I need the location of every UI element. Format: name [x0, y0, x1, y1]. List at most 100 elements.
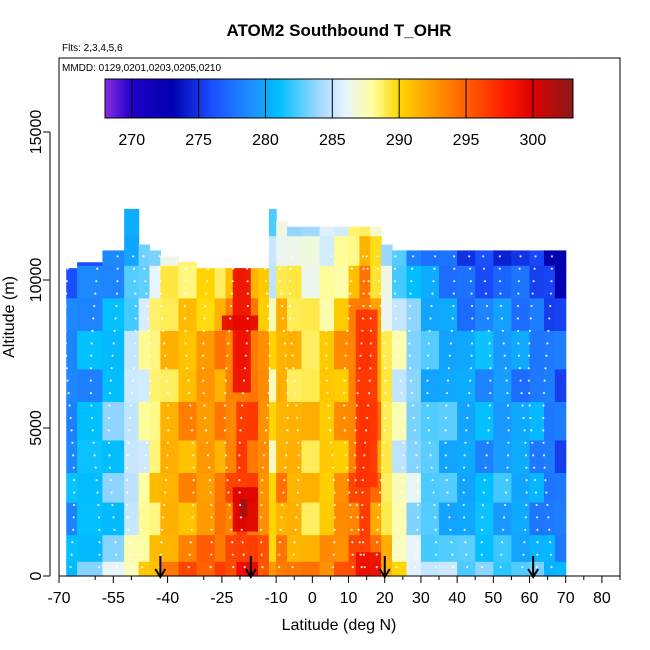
x-tick-label: 60	[521, 590, 539, 607]
heatmap-cell	[196, 502, 216, 536]
flight-track	[158, 255, 170, 569]
heatmap-cell	[457, 368, 476, 402]
heatmap-cell	[102, 439, 125, 473]
heatmap-cell	[66, 472, 78, 503]
x-tick-label: 70	[557, 590, 575, 607]
heatmap-cell	[225, 297, 237, 331]
heatmap-cell	[276, 368, 288, 402]
heatmap-cell	[529, 502, 545, 536]
heatmap-cell	[529, 297, 545, 331]
x-tick-label: -40	[156, 590, 179, 607]
heatmap-cell	[529, 250, 545, 266]
y-tick-label: 15000	[28, 110, 45, 155]
heatmap-cell	[196, 268, 216, 299]
heatmap-cell	[124, 502, 140, 536]
heatmap-cell	[319, 401, 335, 441]
flight-tracks	[64, 255, 554, 569]
heatmap-cell	[301, 265, 321, 299]
heatmap-cell	[529, 330, 545, 370]
heatmap-cell	[381, 534, 393, 562]
heatmap-cell	[160, 561, 180, 577]
heatmap-cell	[554, 401, 567, 441]
x-tick-label: 20	[376, 590, 394, 607]
heatmap-cell	[77, 561, 104, 577]
heatmap-cell	[511, 368, 531, 402]
heatmap-cell	[138, 330, 151, 370]
heatmap-cell	[178, 472, 198, 503]
heatmap-cell	[543, 368, 556, 402]
heatmap-cell	[493, 401, 513, 441]
heatmap-cell	[381, 244, 393, 266]
x-tick-label: 10	[340, 590, 358, 607]
heatmap-cell	[334, 368, 350, 402]
heatmap-cell	[160, 265, 180, 299]
heatmap-cell	[457, 265, 476, 299]
heatmap-cell	[406, 472, 422, 503]
heatmap-cell	[511, 561, 531, 577]
heatmap-cell	[406, 502, 422, 536]
heatmap-cell	[391, 472, 408, 503]
heatmap-cell	[268, 208, 277, 237]
flight-track	[527, 255, 539, 569]
heatmap-cell	[420, 472, 440, 503]
heatmap-cell	[287, 330, 303, 370]
colorbar-tick-label: 275	[185, 132, 212, 149]
heatmap-cell	[406, 250, 422, 266]
heatmap-cell	[334, 330, 350, 370]
heatmap-cell	[160, 439, 180, 473]
heatmap-cell	[493, 502, 513, 536]
heatmap-cell	[214, 297, 227, 331]
heatmap-cell	[138, 439, 151, 473]
heatmap-cell	[196, 330, 216, 370]
heatmap-cell	[475, 330, 494, 370]
heatmap-cell	[493, 561, 513, 577]
flight-track	[542, 255, 554, 569]
heatmap-cell	[149, 250, 161, 266]
heatmap-cell	[102, 265, 125, 299]
heatmap-cell	[381, 502, 393, 536]
heatmap-cell	[319, 226, 335, 237]
heatmap-cell	[406, 297, 422, 331]
heatmap-cell	[493, 297, 513, 331]
heatmap-cell	[348, 401, 361, 441]
colorbar-frame	[104, 78, 574, 119]
heatmap-cell	[268, 297, 277, 331]
heatmap-cell	[214, 561, 227, 577]
heatmap-cell	[160, 330, 180, 370]
heatmap-cell	[214, 268, 227, 299]
x-tick-label: 50	[484, 590, 502, 607]
flight-track	[444, 255, 456, 569]
heatmap-cell	[102, 250, 125, 266]
flight-track	[238, 255, 250, 569]
x-axis-label: Latitude (deg N)	[282, 617, 397, 634]
flight-track	[259, 255, 271, 569]
heatmap-cell	[439, 297, 458, 331]
heatmap-cell	[149, 368, 161, 402]
heatmap-cell	[348, 235, 361, 266]
heatmap-cell	[381, 401, 393, 441]
y-axis-label: Altitude (m)	[1, 276, 18, 358]
heatmap-cell	[258, 297, 270, 331]
heatmap-cell	[149, 439, 161, 473]
heatmap-cell	[301, 226, 321, 237]
heatmap-cell	[359, 265, 371, 299]
heatmap-cell	[66, 368, 78, 402]
heatmap-cell	[66, 502, 78, 536]
heatmap-cell	[66, 439, 78, 473]
heatmap-cell	[370, 235, 382, 266]
heatmap-cell	[66, 268, 78, 299]
heatmap-cell	[381, 368, 393, 402]
heatmap-cell	[406, 368, 422, 402]
heatmap-cell	[214, 439, 227, 473]
heatmap-cell	[493, 439, 513, 473]
heatmap-cell	[420, 330, 440, 370]
heatmap-cell	[268, 235, 277, 266]
heatmap-cell	[543, 439, 556, 473]
heatmap-cell	[301, 235, 321, 266]
heatmap-cell	[370, 472, 382, 503]
heatmap-cell	[247, 439, 259, 473]
heatmap-cell	[406, 534, 422, 562]
heatmap-cell	[319, 265, 335, 299]
heatmap-cell	[236, 534, 248, 562]
heatmap-cell	[334, 235, 350, 266]
